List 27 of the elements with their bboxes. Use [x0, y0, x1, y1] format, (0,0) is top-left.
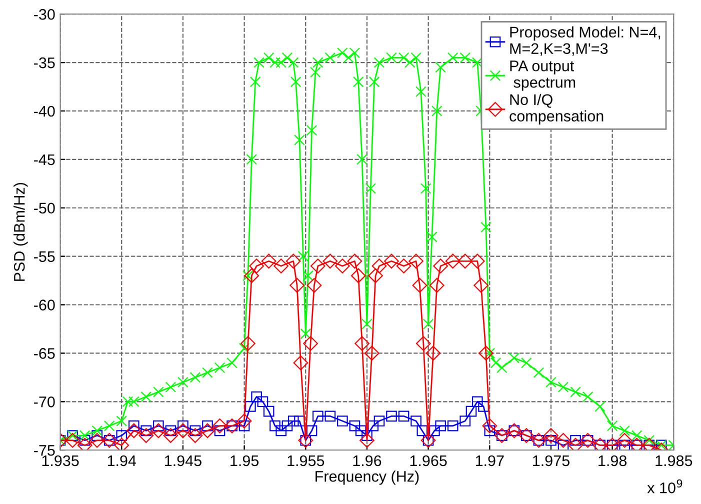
y-tick-label: -60	[34, 300, 55, 310]
x-tick-label: 1.965	[410, 455, 447, 466]
x-axis-title: Frequency (Hz)	[316, 470, 419, 485]
x-tick-label: 1.945	[165, 455, 202, 466]
y-tick-label: -70	[34, 396, 55, 408]
x-tick-label: 1.975	[533, 455, 570, 466]
y-axis-title: PSD (dBm/Hz)	[14, 182, 28, 281]
x-tick-label: 1.98	[598, 455, 627, 466]
x-tick-label: 1.955	[288, 455, 324, 466]
x-tick-label: 1.96	[353, 455, 382, 466]
y-tick-label: -75	[34, 445, 55, 456]
legend-label: PA output spectrum	[510, 60, 576, 91]
x-tick-label: 1.97	[476, 455, 504, 466]
x-tick-label: 1.985	[656, 455, 692, 466]
y-tick-label: -55	[34, 251, 55, 262]
y-tick-label: -45	[34, 154, 55, 166]
legend-label: Proposed Model: N=4, M=2,K=3,M'=3	[510, 26, 660, 56]
y-tick-label: -65	[34, 348, 55, 359]
x-tick-label: 1.94	[108, 455, 136, 466]
x-tick-label: 1.935	[42, 455, 79, 466]
y-tick-label: -50	[34, 202, 55, 214]
y-tick-label: -30	[34, 8, 55, 20]
y-tick-label: -35	[34, 57, 55, 68]
legend-label: No I/Q compensation	[510, 94, 604, 125]
text: x 10$^{9}$	[647, 479, 682, 494]
x-tick-label: 1.95	[230, 455, 259, 466]
y-tick-label: -40	[34, 106, 55, 117]
